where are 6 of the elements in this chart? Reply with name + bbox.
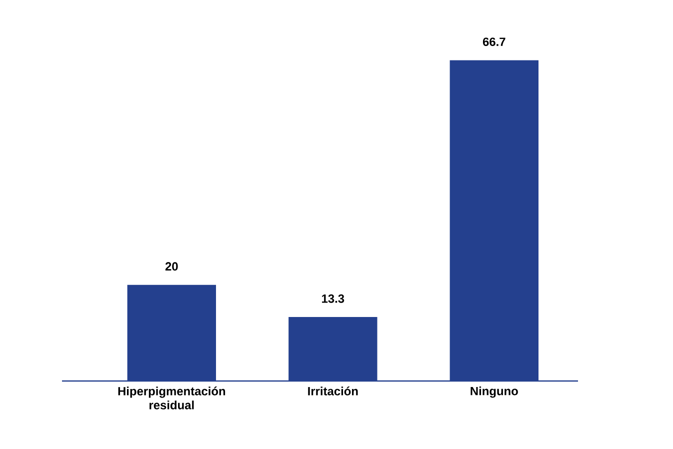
- x-tick-label: Hiperpigmentación residual: [118, 386, 226, 410]
- x-tick-label: Ninguno: [470, 386, 518, 398]
- data-label: 20: [165, 262, 178, 271]
- x-tick-label: Irritación: [308, 386, 358, 396]
- data-label: 13.3: [322, 294, 344, 303]
- data-label: 66.7: [482, 38, 506, 46]
